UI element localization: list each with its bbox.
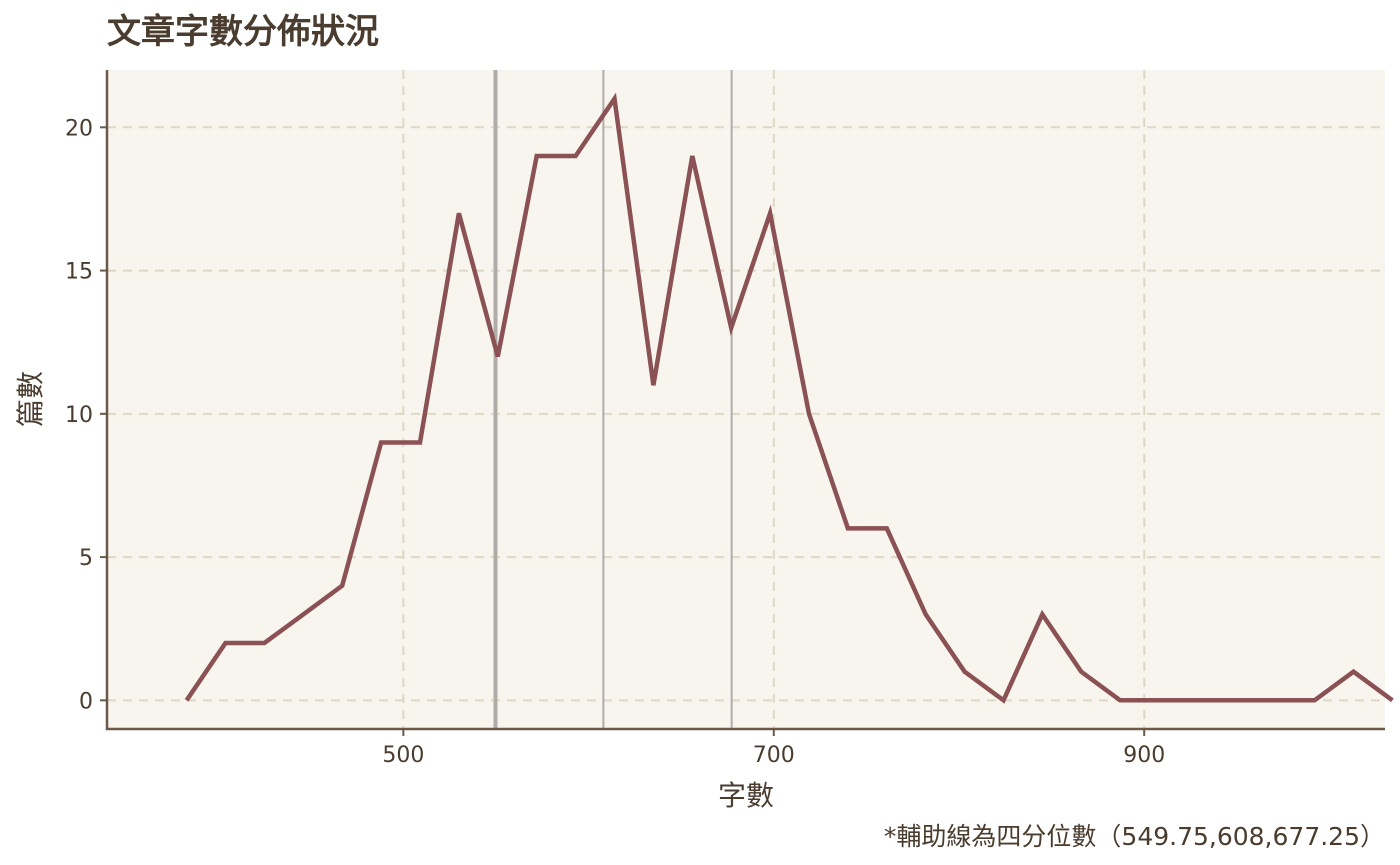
x-axis-label: 字數 [718, 779, 774, 812]
y-axis-label: 篇數 [14, 371, 47, 427]
axes [105, 70, 1385, 731]
quartile-reference-lines [493, 70, 733, 729]
series-line [184, 92, 1394, 704]
x-tick-label: 500 [382, 743, 424, 768]
y-tick-label: 20 [65, 116, 93, 141]
tick-labels: 0 5 10 15 20 500 700 900 [65, 116, 1165, 768]
x-tick-label: 700 [753, 743, 795, 768]
y-tick-label: 15 [65, 260, 93, 285]
x-tick-label: 900 [1123, 743, 1165, 768]
plot-panel [107, 70, 1385, 729]
y-tick-label: 0 [79, 689, 93, 714]
chart-caption: *輔助線為四分位數（549.75,608,677.25） [884, 822, 1385, 851]
y-tick-label: 10 [65, 403, 93, 428]
chart-title: 文章字數分佈狀況 [107, 12, 379, 52]
series-group [184, 92, 1394, 704]
y-tick-label: 5 [79, 546, 93, 571]
